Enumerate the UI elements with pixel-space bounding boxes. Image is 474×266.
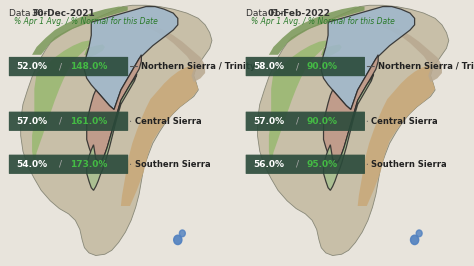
Text: % Apr 1 Avg. / % Normal for this Date: % Apr 1 Avg. / % Normal for this Date	[251, 17, 394, 26]
Polygon shape	[87, 55, 141, 163]
Polygon shape	[383, 23, 442, 82]
Text: 90.0%: 90.0%	[307, 62, 337, 71]
FancyBboxPatch shape	[246, 112, 365, 131]
FancyBboxPatch shape	[9, 57, 128, 76]
Polygon shape	[269, 7, 365, 55]
Polygon shape	[146, 23, 205, 82]
Polygon shape	[84, 44, 105, 57]
Text: 148.0%: 148.0%	[70, 62, 107, 71]
Text: 01-Feb-2022: 01-Feb-2022	[268, 9, 331, 18]
Text: Data For:: Data For:	[246, 9, 290, 18]
Text: Central Sierra: Central Sierra	[371, 117, 438, 126]
Text: /: /	[59, 117, 63, 126]
Text: /: /	[59, 62, 63, 71]
Polygon shape	[21, 5, 212, 256]
FancyBboxPatch shape	[9, 155, 128, 174]
Text: 161.0%: 161.0%	[70, 117, 107, 126]
FancyBboxPatch shape	[246, 155, 365, 174]
Text: Southern Sierra: Southern Sierra	[371, 160, 447, 169]
Text: Northern Sierra / Trinity: Northern Sierra / Trinity	[378, 62, 474, 71]
Text: % Apr 1 Avg. / % Normal for this Date: % Apr 1 Avg. / % Normal for this Date	[14, 17, 158, 26]
Text: 54.0%: 54.0%	[16, 160, 47, 169]
FancyBboxPatch shape	[9, 112, 128, 131]
Polygon shape	[269, 40, 328, 165]
Polygon shape	[84, 7, 178, 110]
Text: 57.0%: 57.0%	[16, 117, 47, 126]
Text: Data For:: Data For:	[9, 9, 53, 18]
Text: Northern Sierra / Trinity: Northern Sierra / Trinity	[141, 62, 256, 71]
Polygon shape	[324, 74, 374, 190]
Text: /: /	[296, 160, 299, 169]
Text: 56.0%: 56.0%	[253, 160, 284, 169]
Text: 57.0%: 57.0%	[253, 117, 284, 126]
Polygon shape	[321, 7, 415, 110]
Text: Southern Sierra: Southern Sierra	[135, 160, 210, 169]
FancyBboxPatch shape	[246, 57, 365, 76]
Text: 173.0%: 173.0%	[70, 160, 107, 169]
Text: 95.0%: 95.0%	[307, 160, 337, 169]
Text: /: /	[296, 117, 299, 126]
Polygon shape	[32, 7, 128, 55]
Polygon shape	[324, 55, 378, 163]
Polygon shape	[257, 5, 449, 256]
Polygon shape	[121, 65, 198, 206]
Circle shape	[416, 230, 422, 237]
Text: 58.0%: 58.0%	[253, 62, 284, 71]
Text: 90.0%: 90.0%	[307, 117, 337, 126]
Polygon shape	[358, 65, 435, 206]
Text: 30-Dec-2021: 30-Dec-2021	[31, 9, 95, 18]
Text: 52.0%: 52.0%	[16, 62, 47, 71]
Text: Central Sierra: Central Sierra	[135, 117, 201, 126]
Text: /: /	[296, 62, 299, 71]
Circle shape	[179, 230, 185, 237]
Circle shape	[410, 235, 419, 244]
Polygon shape	[87, 74, 137, 190]
Polygon shape	[32, 40, 91, 165]
Text: /: /	[59, 160, 63, 169]
Circle shape	[173, 235, 182, 244]
Polygon shape	[321, 44, 342, 57]
